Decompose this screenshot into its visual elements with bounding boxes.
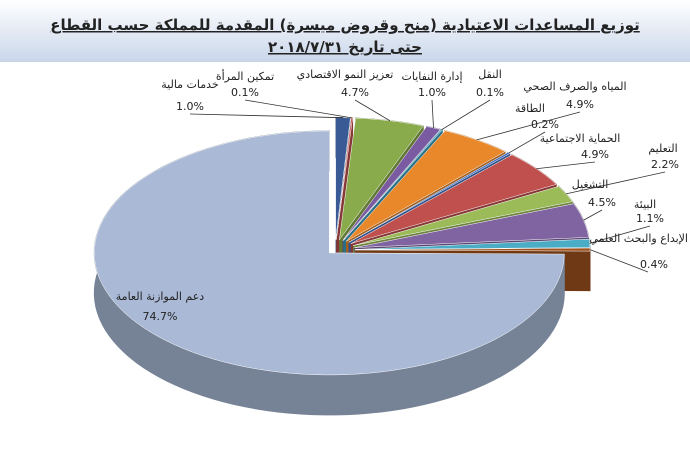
leader-line	[583, 209, 603, 221]
slice	[94, 130, 565, 376]
slice	[353, 186, 573, 246]
slice-label: خدمات مالية	[161, 78, 218, 91]
leader-line	[536, 161, 596, 170]
value-label: 74.7%	[143, 310, 178, 323]
leader-line	[476, 111, 581, 141]
value-label: 4.9%	[566, 98, 594, 111]
slice-label: تمكين المرأة	[216, 69, 274, 83]
value-label: 0.2%	[531, 118, 559, 131]
value-label: 1.0%	[418, 86, 446, 99]
value-label: 1.1%	[636, 212, 664, 225]
leader-line	[589, 225, 651, 244]
value-label: 1.0%	[176, 100, 204, 113]
slice	[345, 130, 506, 242]
leader-line	[354, 99, 391, 122]
value-label: 0.1%	[476, 86, 504, 99]
slice	[350, 154, 557, 244]
chart-subtitle: حتى تاريخ ٢٠١٨/٧/٣١	[268, 38, 422, 56]
slice-label: التشغيل	[572, 178, 609, 191]
leader-line	[431, 99, 434, 128]
slice-label: الإبداع والبحث العلمي	[589, 232, 688, 245]
slice-label: الطاقة	[515, 102, 545, 115]
value-label: 2.2%	[651, 158, 679, 171]
value-label: 0.1%	[231, 86, 259, 99]
leader-line	[589, 249, 649, 273]
slice-label: دعم الموازنة العامة	[116, 290, 205, 303]
slice	[336, 117, 353, 240]
value-label: 4.7%	[341, 86, 369, 99]
slice-label: إدارة النفايات	[402, 70, 463, 83]
header-band	[0, 0, 690, 62]
leader-line	[508, 131, 546, 154]
value-label: 4.9%	[581, 148, 609, 161]
slice-label: البيئة	[634, 198, 656, 211]
leader-line	[189, 113, 344, 119]
slice-label: الحماية الاجتماعية	[540, 132, 621, 145]
slice	[335, 117, 351, 240]
slice-label: تعزيز النمو الاقتصادي	[297, 68, 394, 81]
slice	[354, 203, 589, 248]
slice	[343, 129, 443, 241]
slice-label: النقل	[478, 68, 502, 81]
value-label: 0.4%	[640, 258, 668, 271]
slice	[339, 117, 424, 241]
value-label: 4.5%	[588, 196, 616, 209]
chart-title: توزيع المساعدات الاعتيادية (منح وقروض مي…	[50, 16, 640, 34]
slice-label: المياه والصرف الصحي	[523, 80, 626, 93]
leader-line	[565, 171, 666, 195]
leader-line	[244, 99, 352, 119]
slice-label: التعليم	[648, 142, 677, 155]
leader-line	[441, 99, 491, 131]
